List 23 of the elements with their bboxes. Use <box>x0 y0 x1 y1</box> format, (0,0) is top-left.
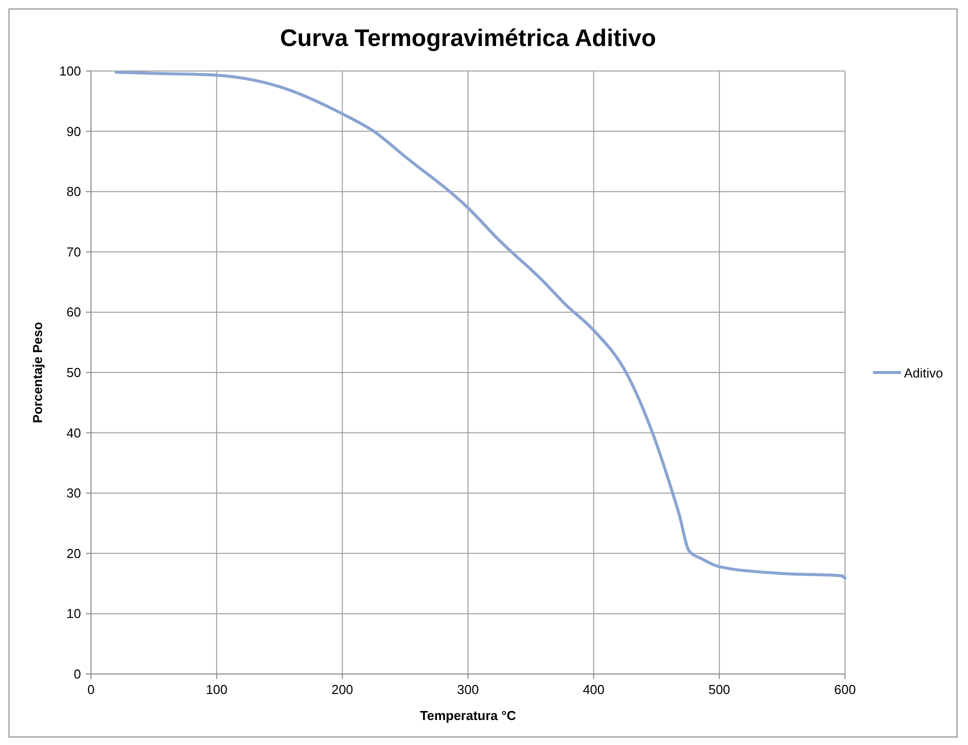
y-tick-label: 80 <box>66 184 81 200</box>
y-tick-label: 50 <box>66 365 81 380</box>
x-tick-label: 600 <box>834 682 856 697</box>
x-tick-label: 100 <box>206 682 228 697</box>
x-tick-label: 500 <box>708 682 730 697</box>
y-tick-label: 60 <box>66 304 81 320</box>
line-series <box>114 70 846 580</box>
y-tick-label: 0 <box>74 666 81 682</box>
x-tick-label: 0 <box>87 682 95 697</box>
y-tick-label: 20 <box>66 546 81 561</box>
y-tick-label: 40 <box>66 425 81 440</box>
y-tick-label: 10 <box>66 606 81 622</box>
y-tick-label: 30 <box>66 486 81 501</box>
legend-label: Aditivo <box>904 366 944 380</box>
y-axis-title: Porcentaje Peso <box>30 322 45 424</box>
chart-title: Curva Termogravimétrica Aditivo <box>280 25 656 52</box>
x-axis-title: Temperatura °C <box>420 708 517 723</box>
y-tick-label: 70 <box>66 244 81 260</box>
y-tick-label: 100 <box>59 64 81 78</box>
x-tick-label: 400 <box>582 682 605 697</box>
x-tick-label: 300 <box>457 682 479 697</box>
y-tick-label: 90 <box>66 124 81 139</box>
x-tick-label: 200 <box>331 682 354 697</box>
